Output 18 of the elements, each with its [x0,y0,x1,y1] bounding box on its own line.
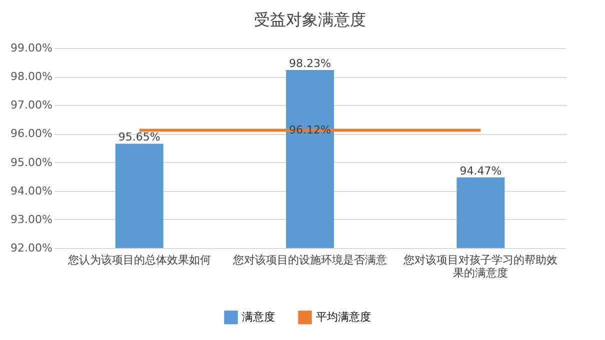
x-tick-label: 您对该项目对孩子学习的帮助效果的满意度 [402,254,558,280]
y-tick-label: 94.00% [10,184,52,198]
y-tick-label: 97.00% [10,98,52,112]
y-tick-label: 99.00% [10,42,52,54]
y-tick-label: 95.00% [10,156,52,169]
y-tick-label: 98.00% [10,70,52,84]
legend-label: 满意度 [242,310,275,324]
data-label: 96.12% [289,123,331,136]
chart-title: 受益对象满意度 [254,10,366,29]
data-label: 95.65% [118,130,160,144]
y-tick-label: 93.00% [10,212,52,226]
data-label: 98.23% [289,57,331,70]
legend-label: 平均满意度 [316,310,371,324]
y-tick-label: 96.00% [10,127,52,140]
x-tick-label: 您认为该项目的总体效果如何 [66,254,211,266]
data-label: 94.47% [460,164,502,178]
y-tick-label: 92.00% [10,242,52,254]
x-tick-label: 您对该项目的设施环境是否满意 [232,254,387,266]
